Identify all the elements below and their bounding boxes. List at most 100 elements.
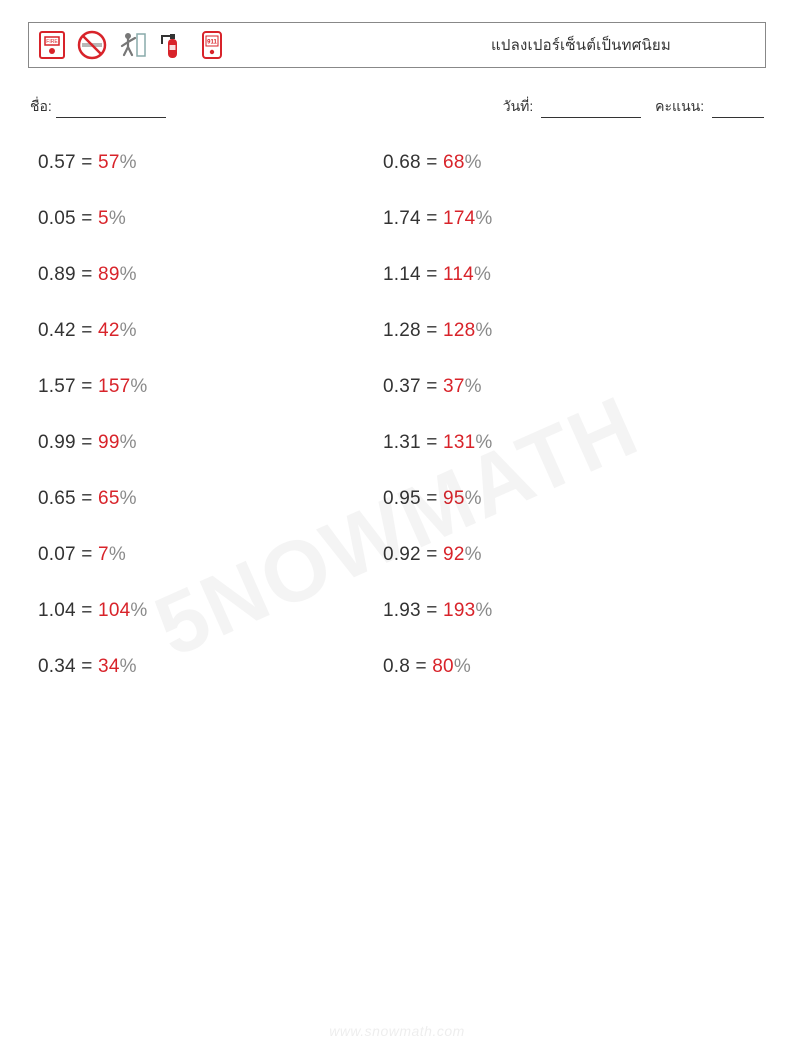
right-column: 0.68 = 68%1.74 = 174%1.14 = 114%1.28 = 1…	[383, 152, 728, 712]
percent-sign: %	[475, 208, 492, 229]
no-smoking-icon	[75, 28, 109, 62]
meta-row: ชื่อ: วันที่: คะแนน:	[28, 96, 766, 118]
answer-value: 99	[98, 432, 120, 453]
meta-name: ชื่อ:	[30, 96, 166, 118]
equals-sign: =	[76, 544, 98, 565]
decimal-value: 0.89	[38, 264, 76, 285]
equals-sign: =	[76, 376, 98, 397]
problem-item: 1.31 = 131%	[383, 432, 728, 454]
percent-sign: %	[475, 320, 492, 341]
decimal-value: 0.99	[38, 432, 76, 453]
percent-sign: %	[475, 600, 492, 621]
problem-item: 1.74 = 174%	[383, 208, 728, 230]
equals-sign: =	[76, 488, 98, 509]
percent-sign: %	[465, 152, 482, 173]
answer-value: 128	[443, 320, 475, 341]
equals-sign: =	[421, 544, 443, 565]
score-blank[interactable]	[712, 103, 764, 118]
decimal-value: 1.04	[38, 600, 76, 621]
problem-item: 1.57 = 157%	[38, 376, 383, 398]
problem-item: 0.99 = 99%	[38, 432, 383, 454]
percent-sign: %	[120, 656, 137, 677]
equals-sign: =	[410, 656, 432, 677]
percent-sign: %	[120, 432, 137, 453]
answer-value: 157	[98, 376, 130, 397]
decimal-value: 0.57	[38, 152, 76, 173]
answer-value: 80	[432, 656, 454, 677]
answer-value: 65	[98, 488, 120, 509]
date-label: วันที่:	[503, 98, 534, 114]
answer-value: 114	[443, 264, 474, 285]
decimal-value: 0.07	[38, 544, 76, 565]
emergency-phone-icon: 911	[195, 28, 229, 62]
percent-sign: %	[474, 264, 491, 285]
equals-sign: =	[421, 264, 443, 285]
problem-item: 0.65 = 65%	[38, 488, 383, 510]
meta-score: คะแนน:	[655, 96, 764, 118]
decimal-value: 1.57	[38, 376, 76, 397]
problem-item: 0.8 = 80%	[383, 656, 728, 678]
problem-item: 0.92 = 92%	[383, 544, 728, 566]
problem-item: 0.07 = 7%	[38, 544, 383, 566]
svg-text:FIRE: FIRE	[46, 39, 58, 45]
answer-value: 57	[98, 152, 120, 173]
left-column: 0.57 = 57%0.05 = 5%0.89 = 89%0.42 = 42%1…	[38, 152, 383, 712]
problem-item: 0.57 = 57%	[38, 152, 383, 174]
problem-item: 1.93 = 193%	[383, 600, 728, 622]
equals-sign: =	[421, 376, 443, 397]
answer-value: 92	[443, 544, 465, 565]
answer-value: 68	[443, 152, 465, 173]
equals-sign: =	[421, 208, 443, 229]
footer-url: www.snowmath.com	[0, 1023, 794, 1039]
decimal-value: 1.93	[383, 600, 421, 621]
problem-item: 0.95 = 95%	[383, 488, 728, 510]
equals-sign: =	[76, 600, 98, 621]
equals-sign: =	[421, 320, 443, 341]
meta-date: วันที่:	[503, 96, 641, 118]
fire-alarm-icon: FIRE	[35, 28, 69, 62]
problem-item: 0.34 = 34%	[38, 656, 383, 678]
problem-item: 1.04 = 104%	[38, 600, 383, 622]
percent-sign: %	[120, 488, 137, 509]
decimal-value: 1.28	[383, 320, 421, 341]
problem-item: 1.14 = 114%	[383, 264, 728, 286]
decimal-value: 0.68	[383, 152, 421, 173]
extinguisher-icon	[155, 28, 189, 62]
problem-item: 0.89 = 89%	[38, 264, 383, 286]
decimal-value: 0.37	[383, 376, 421, 397]
header-box: FIRE	[28, 22, 766, 68]
decimal-value: 0.34	[38, 656, 76, 677]
percent-sign: %	[475, 432, 492, 453]
decimal-value: 0.95	[383, 488, 421, 509]
decimal-value: 0.8	[383, 656, 410, 677]
answer-value: 7	[98, 544, 109, 565]
answer-value: 34	[98, 656, 120, 677]
decimal-value: 0.05	[38, 208, 76, 229]
problem-item: 0.42 = 42%	[38, 320, 383, 342]
name-blank[interactable]	[56, 103, 166, 118]
name-label: ชื่อ:	[30, 96, 52, 118]
percent-sign: %	[454, 656, 471, 677]
percent-sign: %	[120, 320, 137, 341]
date-blank[interactable]	[541, 103, 641, 118]
equals-sign: =	[76, 152, 98, 173]
answer-value: 131	[443, 432, 475, 453]
equals-sign: =	[76, 264, 98, 285]
answer-value: 5	[98, 208, 109, 229]
equals-sign: =	[76, 656, 98, 677]
decimal-value: 1.14	[383, 264, 421, 285]
decimal-value: 1.31	[383, 432, 421, 453]
svg-text:911: 911	[207, 40, 217, 46]
percent-sign: %	[465, 376, 482, 397]
equals-sign: =	[421, 488, 443, 509]
decimal-value: 0.92	[383, 544, 421, 565]
problem-item: 0.05 = 5%	[38, 208, 383, 230]
problem-item: 0.68 = 68%	[383, 152, 728, 174]
answer-value: 37	[443, 376, 465, 397]
percent-sign: %	[109, 544, 126, 565]
worksheet-page: FIRE	[0, 0, 794, 1053]
evacuation-icon	[115, 28, 149, 62]
answer-value: 42	[98, 320, 120, 341]
problems-area: 0.57 = 57%0.05 = 5%0.89 = 89%0.42 = 42%1…	[28, 152, 766, 712]
answer-value: 89	[98, 264, 120, 285]
